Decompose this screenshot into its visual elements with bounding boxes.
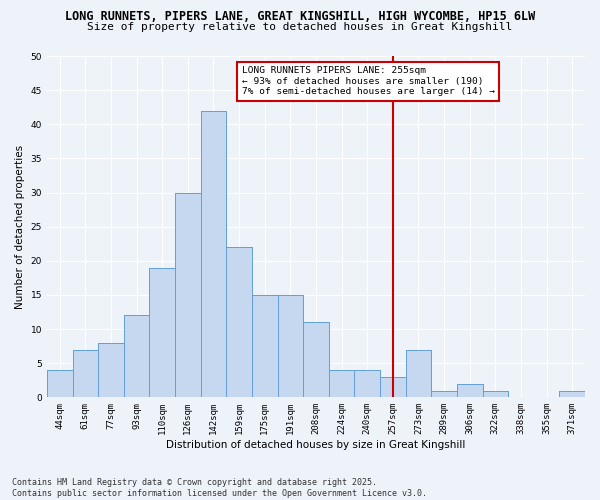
Bar [303, 322, 329, 398]
Bar [124, 316, 149, 398]
Bar [175, 192, 200, 398]
Bar [355, 370, 380, 398]
Bar [559, 390, 585, 398]
Text: LONG RUNNETS, PIPERS LANE, GREAT KINGSHILL, HIGH WYCOMBE, HP15 6LW: LONG RUNNETS, PIPERS LANE, GREAT KINGSHI… [65, 10, 535, 23]
Bar [431, 390, 457, 398]
Bar [431, 390, 457, 398]
Bar [73, 350, 98, 398]
Text: Size of property relative to detached houses in Great Kingshill: Size of property relative to detached ho… [88, 22, 512, 32]
Bar [482, 390, 508, 398]
Bar [252, 295, 278, 398]
Text: LONG RUNNETS PIPERS LANE: 255sqm
← 93% of detached houses are smaller (190)
7% o: LONG RUNNETS PIPERS LANE: 255sqm ← 93% o… [242, 66, 494, 96]
Bar [98, 342, 124, 398]
Bar [559, 390, 585, 398]
Bar [98, 342, 124, 398]
Bar [124, 316, 149, 398]
Bar [200, 110, 226, 398]
Bar [278, 295, 303, 398]
Bar [406, 350, 431, 398]
Bar [457, 384, 482, 398]
Bar [149, 268, 175, 398]
Bar [380, 377, 406, 398]
Bar [380, 377, 406, 398]
Bar [482, 390, 508, 398]
Bar [303, 322, 329, 398]
X-axis label: Distribution of detached houses by size in Great Kingshill: Distribution of detached houses by size … [166, 440, 466, 450]
Bar [47, 370, 73, 398]
Bar [73, 350, 98, 398]
Bar [355, 370, 380, 398]
Bar [226, 247, 252, 398]
Bar [252, 295, 278, 398]
Bar [406, 350, 431, 398]
Y-axis label: Number of detached properties: Number of detached properties [15, 144, 25, 308]
Bar [457, 384, 482, 398]
Bar [149, 268, 175, 398]
Text: Contains HM Land Registry data © Crown copyright and database right 2025.
Contai: Contains HM Land Registry data © Crown c… [12, 478, 427, 498]
Bar [175, 192, 200, 398]
Bar [200, 110, 226, 398]
Bar [278, 295, 303, 398]
Bar [47, 370, 73, 398]
Bar [226, 247, 252, 398]
Bar [329, 370, 355, 398]
Bar [329, 370, 355, 398]
